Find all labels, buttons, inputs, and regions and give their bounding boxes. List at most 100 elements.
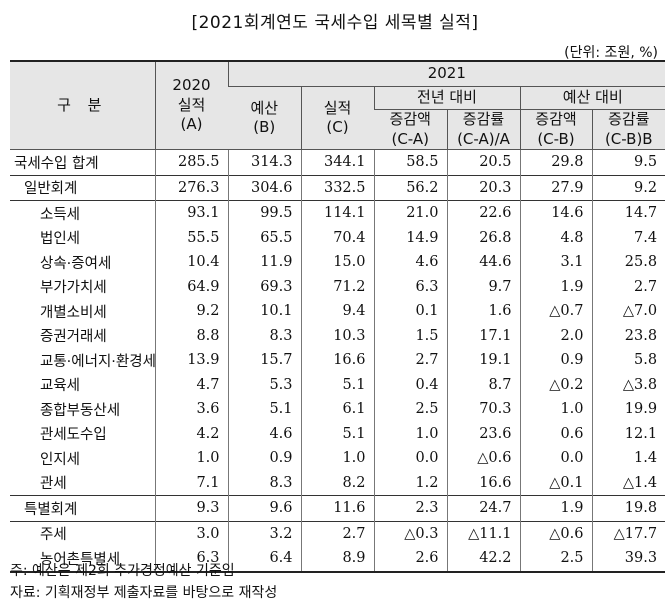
row-value: 1.6 (446, 299, 520, 324)
header-budget: 예산 (B) (228, 86, 301, 150)
row-value: 1.4 (591, 446, 666, 471)
header-inc-amt-a: 증감액 (C-A) (374, 109, 447, 150)
row-value: △0.3 (373, 520, 447, 546)
row-value: 332.5 (300, 174, 374, 201)
row-value: 15.0 (300, 250, 374, 275)
row-value: △17.7 (591, 520, 666, 546)
row-value: 25.8 (591, 250, 666, 275)
row-value: 285.5 (154, 149, 228, 175)
row-value: 10.1 (227, 299, 301, 324)
row-value: 314.3 (227, 149, 301, 175)
table-row: 주세 3.0 3.2 2.7 △0.3 △11.1 △0.6 △17.7 (10, 520, 666, 546)
row-value: △11.1 (446, 520, 520, 546)
row-value: 3.1 (519, 250, 592, 275)
row-value: △0.7 (519, 299, 592, 324)
row-value: 5.8 (591, 348, 666, 373)
row-value: 2.7 (300, 520, 374, 546)
row-value: 19.8 (591, 495, 666, 521)
header-vs-prev: 전년 대비 (373, 86, 520, 110)
row-value: 10.4 (154, 250, 228, 275)
footnote: 주: 예산은 제2회 추가경정예산 기준임 (10, 563, 235, 579)
header-2021: 2021 (227, 60, 666, 87)
row-label: 교통·에너지·환경세 (40, 353, 156, 370)
row-value: 304.6 (227, 174, 301, 201)
row-value: 21.0 (373, 200, 447, 226)
row-value: 114.1 (300, 200, 374, 226)
table-row: 관세도수입 4.2 4.6 5.1 1.0 23.6 0.6 12.1 (10, 421, 666, 446)
row-value: 42.2 (446, 546, 520, 573)
header-inc-amt-b: 증감액 (C-B) (519, 109, 592, 150)
row-value: 9.3 (154, 495, 228, 521)
unit-label: (단위: 조원, %) (564, 45, 658, 61)
tax-revenue-table: 구 분 2020 실적 (A) 2021 예산 (B) 실적 (C) 전년 대비 예… (10, 60, 666, 573)
row-label: 주세 (10, 520, 155, 546)
row-label: 관세 (40, 476, 67, 493)
row-value: 8.3 (227, 323, 301, 348)
row-value: 10.3 (300, 323, 374, 348)
table-row: 부가가치세 64.9 69.3 71.2 6.3 9.7 1.9 2.7 (10, 274, 666, 299)
row-value: 6.3 (154, 546, 228, 573)
row-label: 인지세 (40, 451, 81, 468)
row-value: △3.8 (591, 372, 666, 397)
table-row: 국세수입 합계 285.5 314.3 344.1 58.5 20.5 29.8 9.5 (10, 149, 666, 175)
row-value: 0.1 (373, 299, 447, 324)
row-value: 12.1 (591, 421, 666, 446)
table-row: 종합부동산세 3.6 5.1 6.1 2.5 70.3 1.0 19.9 (10, 397, 666, 422)
header-inc-rate-a: 증감률 (C-A)/A (446, 109, 520, 150)
row-value: 93.1 (154, 200, 228, 226)
row-value: 2.5 (519, 546, 592, 573)
row-value: 9.7 (446, 274, 520, 299)
row-value: 70.4 (300, 225, 374, 250)
row-value: 9.5 (591, 149, 666, 175)
row-label: 농어촌특별세 (10, 546, 155, 573)
row-value: 9.4 (300, 299, 374, 324)
row-value: 64.9 (154, 274, 228, 299)
row-value: 23.6 (446, 421, 520, 446)
row-value: 19.9 (591, 397, 666, 422)
row-value: 1.9 (519, 274, 592, 299)
row-value: 56.2 (373, 174, 447, 201)
row-value: 20.5 (446, 149, 520, 175)
row-value: 7.4 (591, 225, 666, 250)
row-value: △1.4 (591, 470, 666, 496)
row-value: 22.6 (446, 200, 520, 226)
row-value: 14.6 (519, 200, 592, 226)
row-value: 2.6 (373, 546, 447, 573)
table-row: 법인세 55.5 65.5 70.4 14.9 26.8 4.8 7.4 (10, 225, 666, 250)
table-row: 교육세 4.7 5.3 5.1 0.4 8.7 △0.2 △3.8 (10, 372, 666, 397)
row-value: 3.2 (227, 520, 301, 546)
row-value: 24.7 (446, 495, 520, 521)
page-title: [2021회계연도 국세수입 세목별 실적] (191, 13, 479, 33)
row-label: 교육세 (40, 378, 81, 395)
row-value: 20.3 (446, 174, 520, 201)
row-value: △0.2 (519, 372, 592, 397)
row-value: 14.7 (591, 200, 666, 226)
row-value: 1.2 (373, 470, 447, 496)
row-value: 13.9 (154, 348, 228, 373)
row-value: 26.8 (446, 225, 520, 250)
row-value: 55.5 (154, 225, 228, 250)
row-value: 39.3 (591, 546, 666, 573)
row-value: 5.1 (300, 372, 374, 397)
row-value: 9.2 (591, 174, 666, 201)
header-inc-rate-b: 증감률 (C-B)B (591, 109, 666, 150)
row-value: 69.3 (227, 274, 301, 299)
row-label: 소득세 (10, 200, 155, 226)
row-value: 19.1 (446, 348, 520, 373)
row-label: 특별회계 (10, 495, 155, 521)
row-value: 1.0 (373, 421, 447, 446)
row-label: 상속·증여세 (40, 255, 112, 272)
row-value: 8.3 (227, 470, 301, 496)
row-value: 2.3 (373, 495, 447, 521)
row-label: 종합부동산세 (40, 402, 121, 419)
row-value: 5.1 (300, 421, 374, 446)
table-row: 상속·증여세 10.4 11.9 15.0 4.6 44.6 3.1 25.8 (10, 250, 666, 275)
row-value: 11.9 (227, 250, 301, 275)
row-value: 9.2 (154, 299, 228, 324)
row-value: 9.6 (227, 495, 301, 521)
row-value: 71.2 (300, 274, 374, 299)
row-value: 44.6 (446, 250, 520, 275)
row-value: 0.6 (519, 421, 592, 446)
row-value: △7.0 (591, 299, 666, 324)
row-label: 부가가치세 (40, 280, 107, 297)
